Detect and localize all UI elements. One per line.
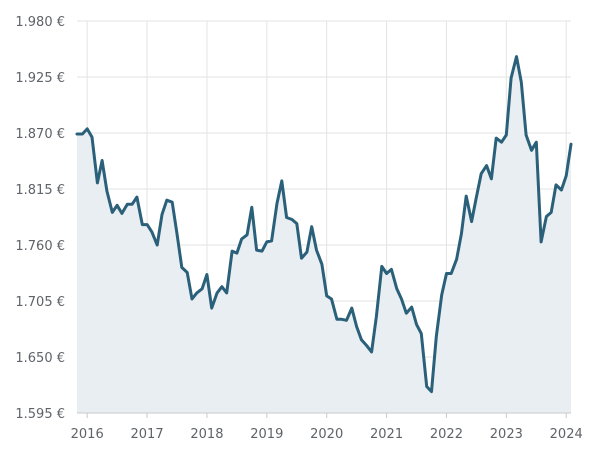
x-tick-label: 2019 [250,427,283,442]
y-tick-label: 1.815 € [15,183,65,198]
x-tick-label: 2018 [190,427,223,442]
x-tick-label: 2023 [490,427,523,442]
y-tick-label: 1.980 € [15,15,65,30]
x-tick-label: 2021 [370,427,403,442]
y-tick-label: 1.760 € [15,239,65,254]
y-tick-label: 1.650 € [15,351,65,366]
y-tick-label: 1.705 € [15,295,65,310]
x-tick-label: 2017 [131,427,164,442]
x-tick-label: 2016 [71,427,104,442]
series-area [77,56,571,413]
series-line [75,55,573,394]
y-tick-label: 1.925 € [15,71,65,86]
x-tick-label: 2024 [550,427,583,442]
y-tick-label: 1.870 € [15,127,65,142]
x-tick-label: 2022 [430,427,463,442]
y-tick-label: 1.595 € [15,407,65,422]
x-tick-label: 2020 [310,427,343,442]
